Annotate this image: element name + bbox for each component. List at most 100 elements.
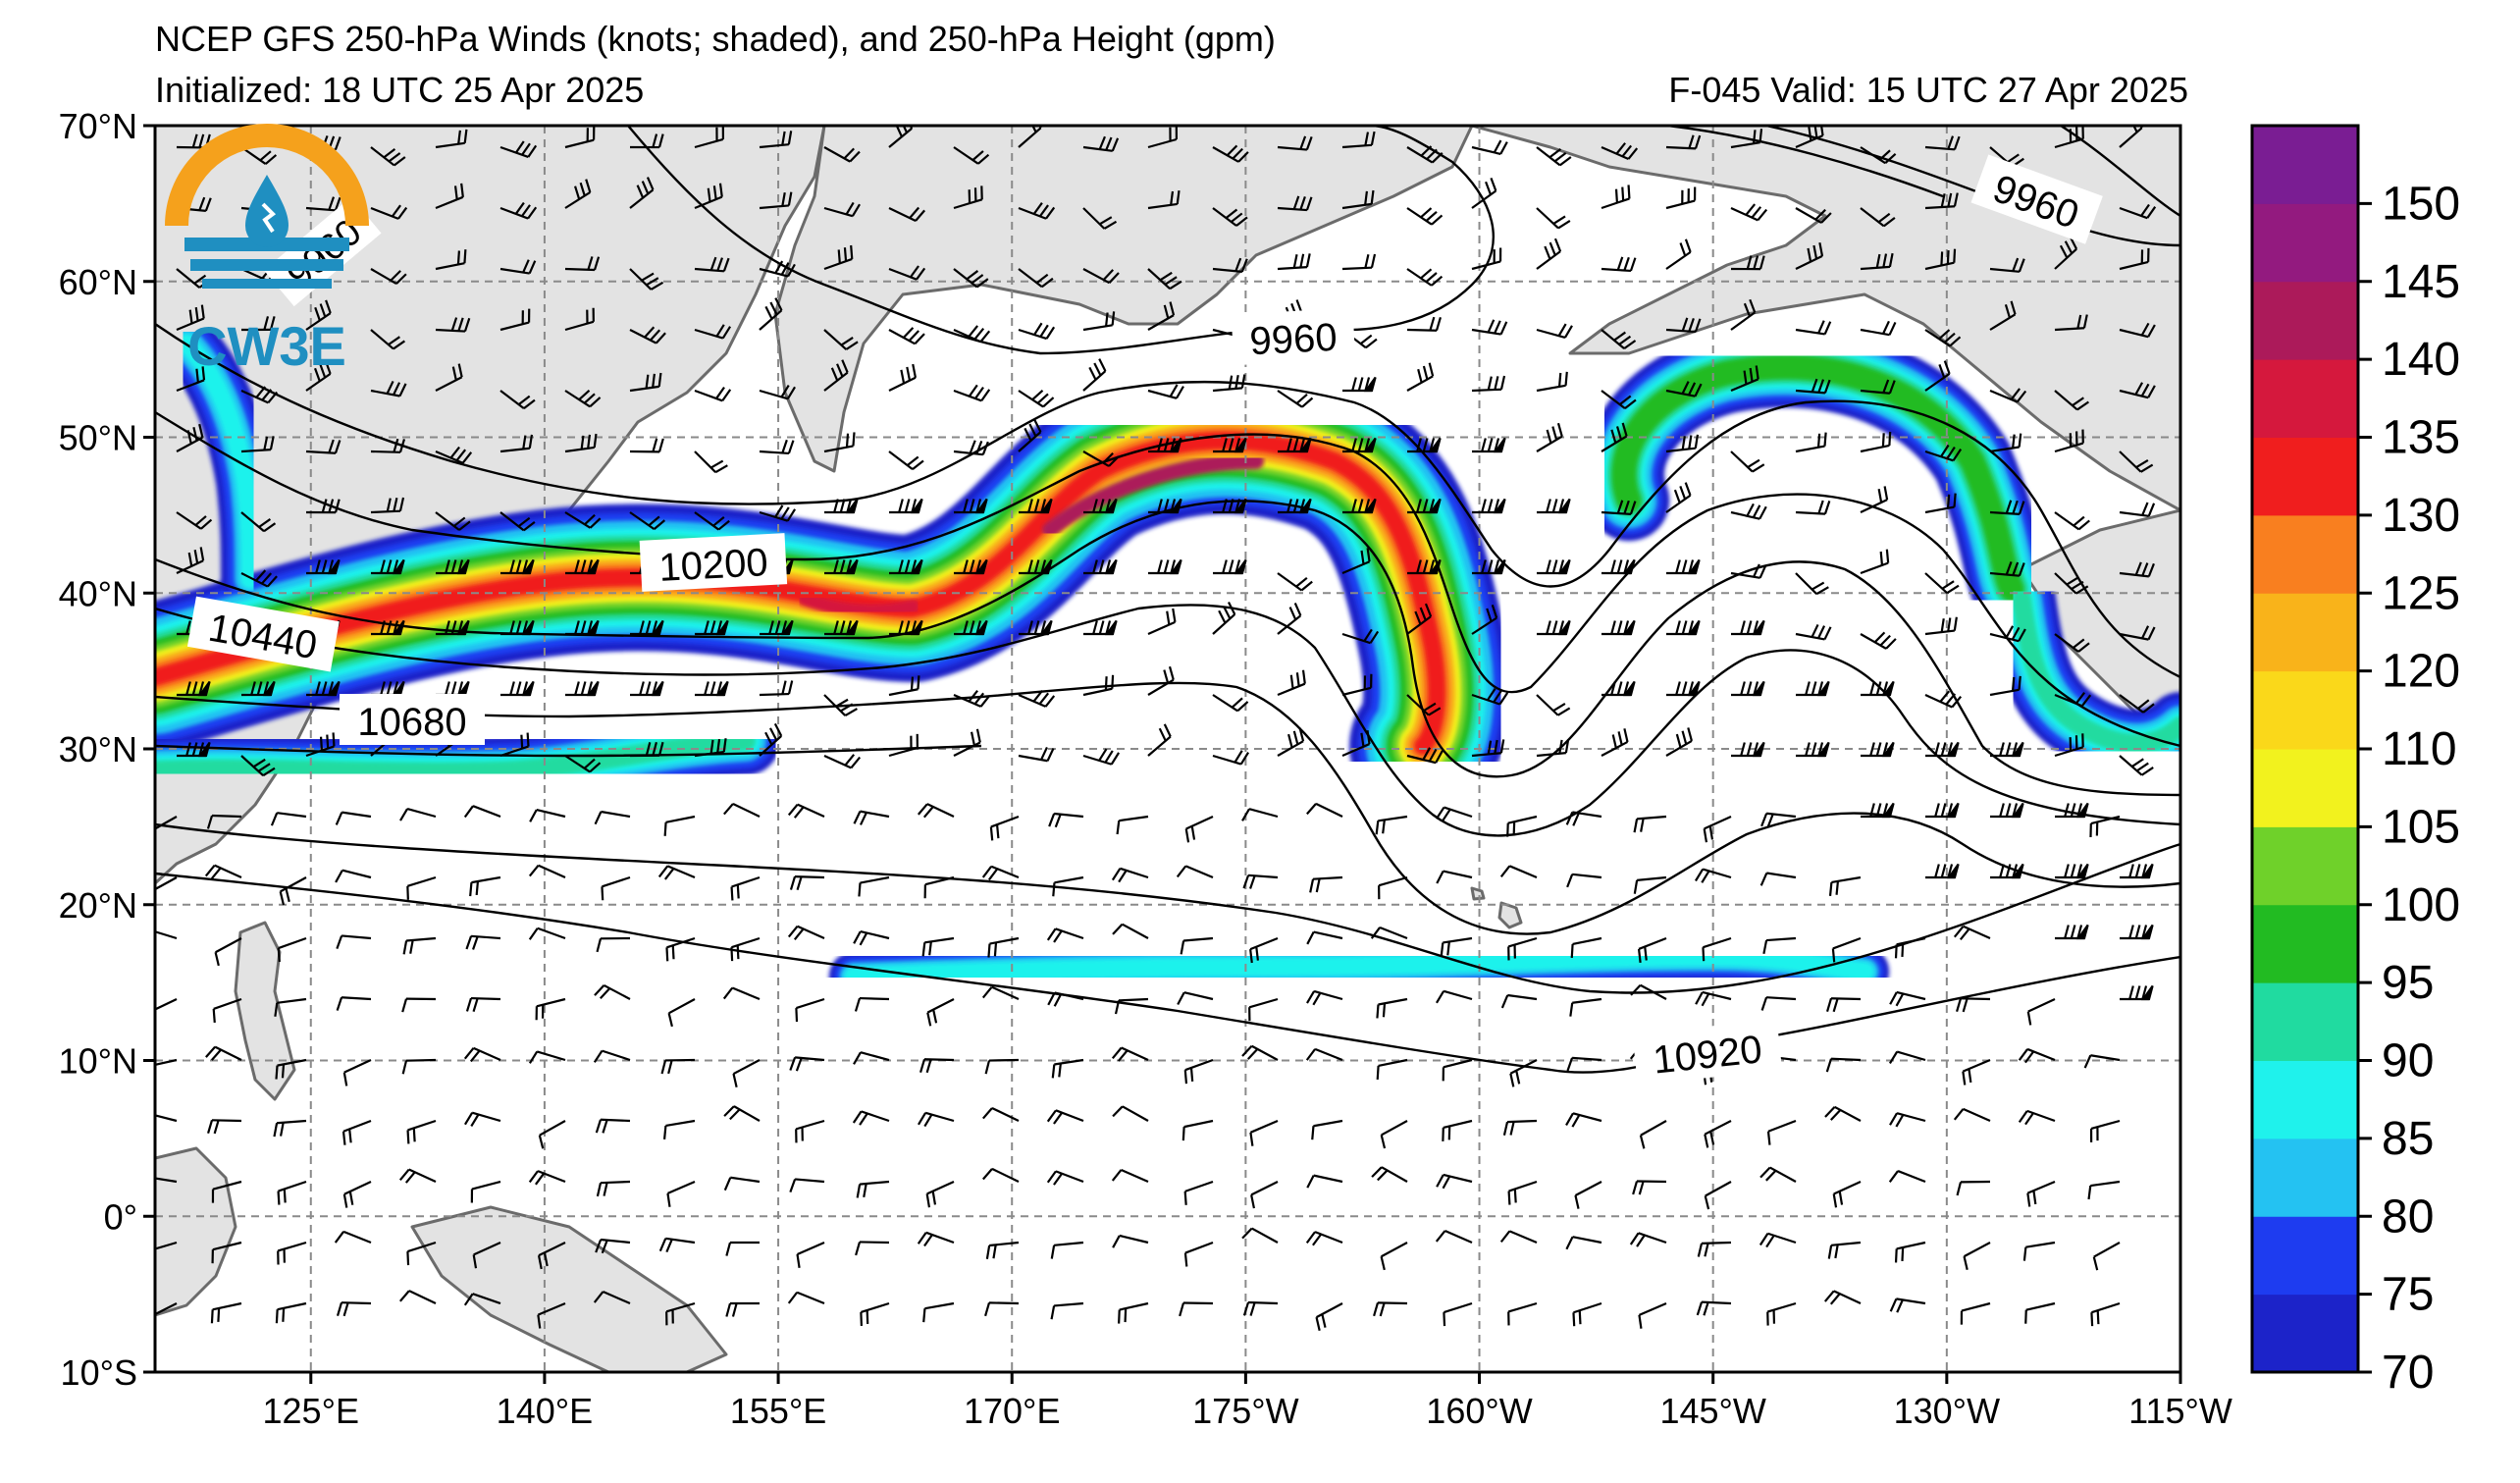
wind-barb	[658, 1237, 696, 1253]
wind-barb	[535, 997, 566, 1021]
wind-barb	[1376, 997, 1408, 1019]
wind-barb	[1082, 748, 1121, 766]
wind-barb	[1183, 1058, 1214, 1085]
wind-barb	[855, 1241, 890, 1256]
wind-barb	[537, 1242, 566, 1270]
wind-barb	[155, 1114, 178, 1123]
colorbar-label: 110	[2382, 723, 2457, 775]
lat-label: 0°	[104, 1196, 137, 1237]
wind-barb	[1629, 1232, 1667, 1247]
wind-barb	[1760, 812, 1797, 827]
lat-label: 40°N	[59, 573, 137, 613]
wind-barb	[1694, 868, 1732, 883]
wind-barb	[1407, 437, 1442, 453]
wind-barb	[630, 619, 664, 636]
wind-barb	[1759, 872, 1797, 886]
wind-barb	[1277, 253, 1311, 271]
wind-barb	[629, 741, 664, 758]
wind-barb	[2055, 924, 2089, 940]
wind-barb	[1601, 728, 1629, 757]
wind-barb	[1406, 603, 1433, 635]
wind-barb	[1309, 875, 1343, 893]
wind-barb	[2090, 1301, 2121, 1327]
wind-barb	[1633, 815, 1667, 833]
wind-barb	[406, 1119, 437, 1144]
wind-barb	[759, 680, 794, 697]
wind-barb	[987, 936, 1020, 958]
contour-label: 10200	[657, 541, 768, 590]
wind-barb	[1730, 298, 1757, 331]
wind-barb	[398, 1290, 437, 1304]
wind-barb	[1507, 1180, 1538, 1205]
wind-barb	[629, 511, 666, 531]
wind-barb	[759, 131, 793, 149]
wind-barb	[564, 511, 602, 529]
wind-barb	[370, 497, 405, 514]
wind-barb	[594, 983, 631, 1000]
wind-barb	[342, 1059, 372, 1086]
wind-barb	[889, 619, 923, 636]
wind-barb	[1889, 1298, 1926, 1313]
wind-barb	[1795, 320, 1832, 336]
wind-barb	[789, 1178, 825, 1192]
wind-barb	[1795, 572, 1829, 596]
wind-barb	[2092, 1242, 2121, 1271]
wind-barb	[177, 741, 211, 758]
wind-barb	[694, 183, 723, 210]
wind-barb	[1052, 875, 1084, 897]
wind-barb	[2119, 625, 2156, 641]
wind-barb	[463, 805, 501, 819]
wind-barb	[1277, 572, 1313, 592]
wind-barb	[2120, 984, 2154, 1001]
wind-barb	[465, 996, 501, 1012]
wind-barb	[1176, 865, 1214, 879]
wind-barb	[723, 802, 761, 818]
wind-barb	[240, 755, 276, 777]
wind-barb	[2119, 755, 2154, 776]
wind-barb	[499, 511, 536, 532]
wind-barb	[1114, 997, 1149, 1015]
wind-barb	[2119, 203, 2157, 220]
wind-barb	[1051, 1058, 1084, 1079]
logo-text: CW3E	[187, 315, 346, 377]
lon-label: 155°E	[730, 1391, 826, 1431]
wind-barb	[665, 936, 696, 962]
wind-barb	[1601, 390, 1637, 409]
wind-barb	[1436, 870, 1473, 884]
wind-barb	[1018, 419, 1042, 452]
wind-barb	[1989, 675, 2021, 697]
wind-barb	[435, 446, 473, 464]
wind-barb	[787, 803, 825, 819]
wind-barb	[953, 728, 981, 757]
valid-time: F-045 Valid: 15 UTC 27 Apr 2025	[1668, 70, 2188, 110]
wind-barb	[981, 865, 1020, 881]
wind-band	[155, 731, 756, 782]
wind-barb	[858, 875, 890, 897]
wind-barb	[921, 936, 955, 957]
droplet-icon	[245, 175, 289, 247]
wind-barb	[305, 499, 341, 514]
wind-barb	[334, 1230, 372, 1245]
wind-barb	[595, 1238, 631, 1254]
wind-barb	[1860, 549, 1890, 575]
wind-barb	[1860, 146, 1897, 165]
wind-barb	[823, 244, 854, 271]
colorbar-label: 135	[2382, 412, 2460, 464]
wind-barb	[2120, 924, 2154, 940]
wind-barb	[1118, 1301, 1149, 1324]
wind-barb	[1082, 135, 1120, 152]
wind-barb	[1507, 1301, 1538, 1326]
wind-barb	[1831, 936, 1862, 963]
wind-barb	[1823, 1290, 1862, 1305]
wind-barb	[1277, 135, 1313, 151]
wind-barb	[499, 201, 538, 220]
wind-barb	[1796, 741, 1830, 758]
wind-barb	[1183, 1241, 1214, 1267]
wind-barb	[1730, 503, 1767, 520]
wind-barb	[500, 619, 535, 636]
wind-barb	[759, 504, 797, 522]
wind-barb	[1443, 1301, 1473, 1327]
wind-barb	[1762, 936, 1797, 955]
wind-barb	[1925, 863, 1960, 879]
wind-barb	[854, 996, 890, 1012]
